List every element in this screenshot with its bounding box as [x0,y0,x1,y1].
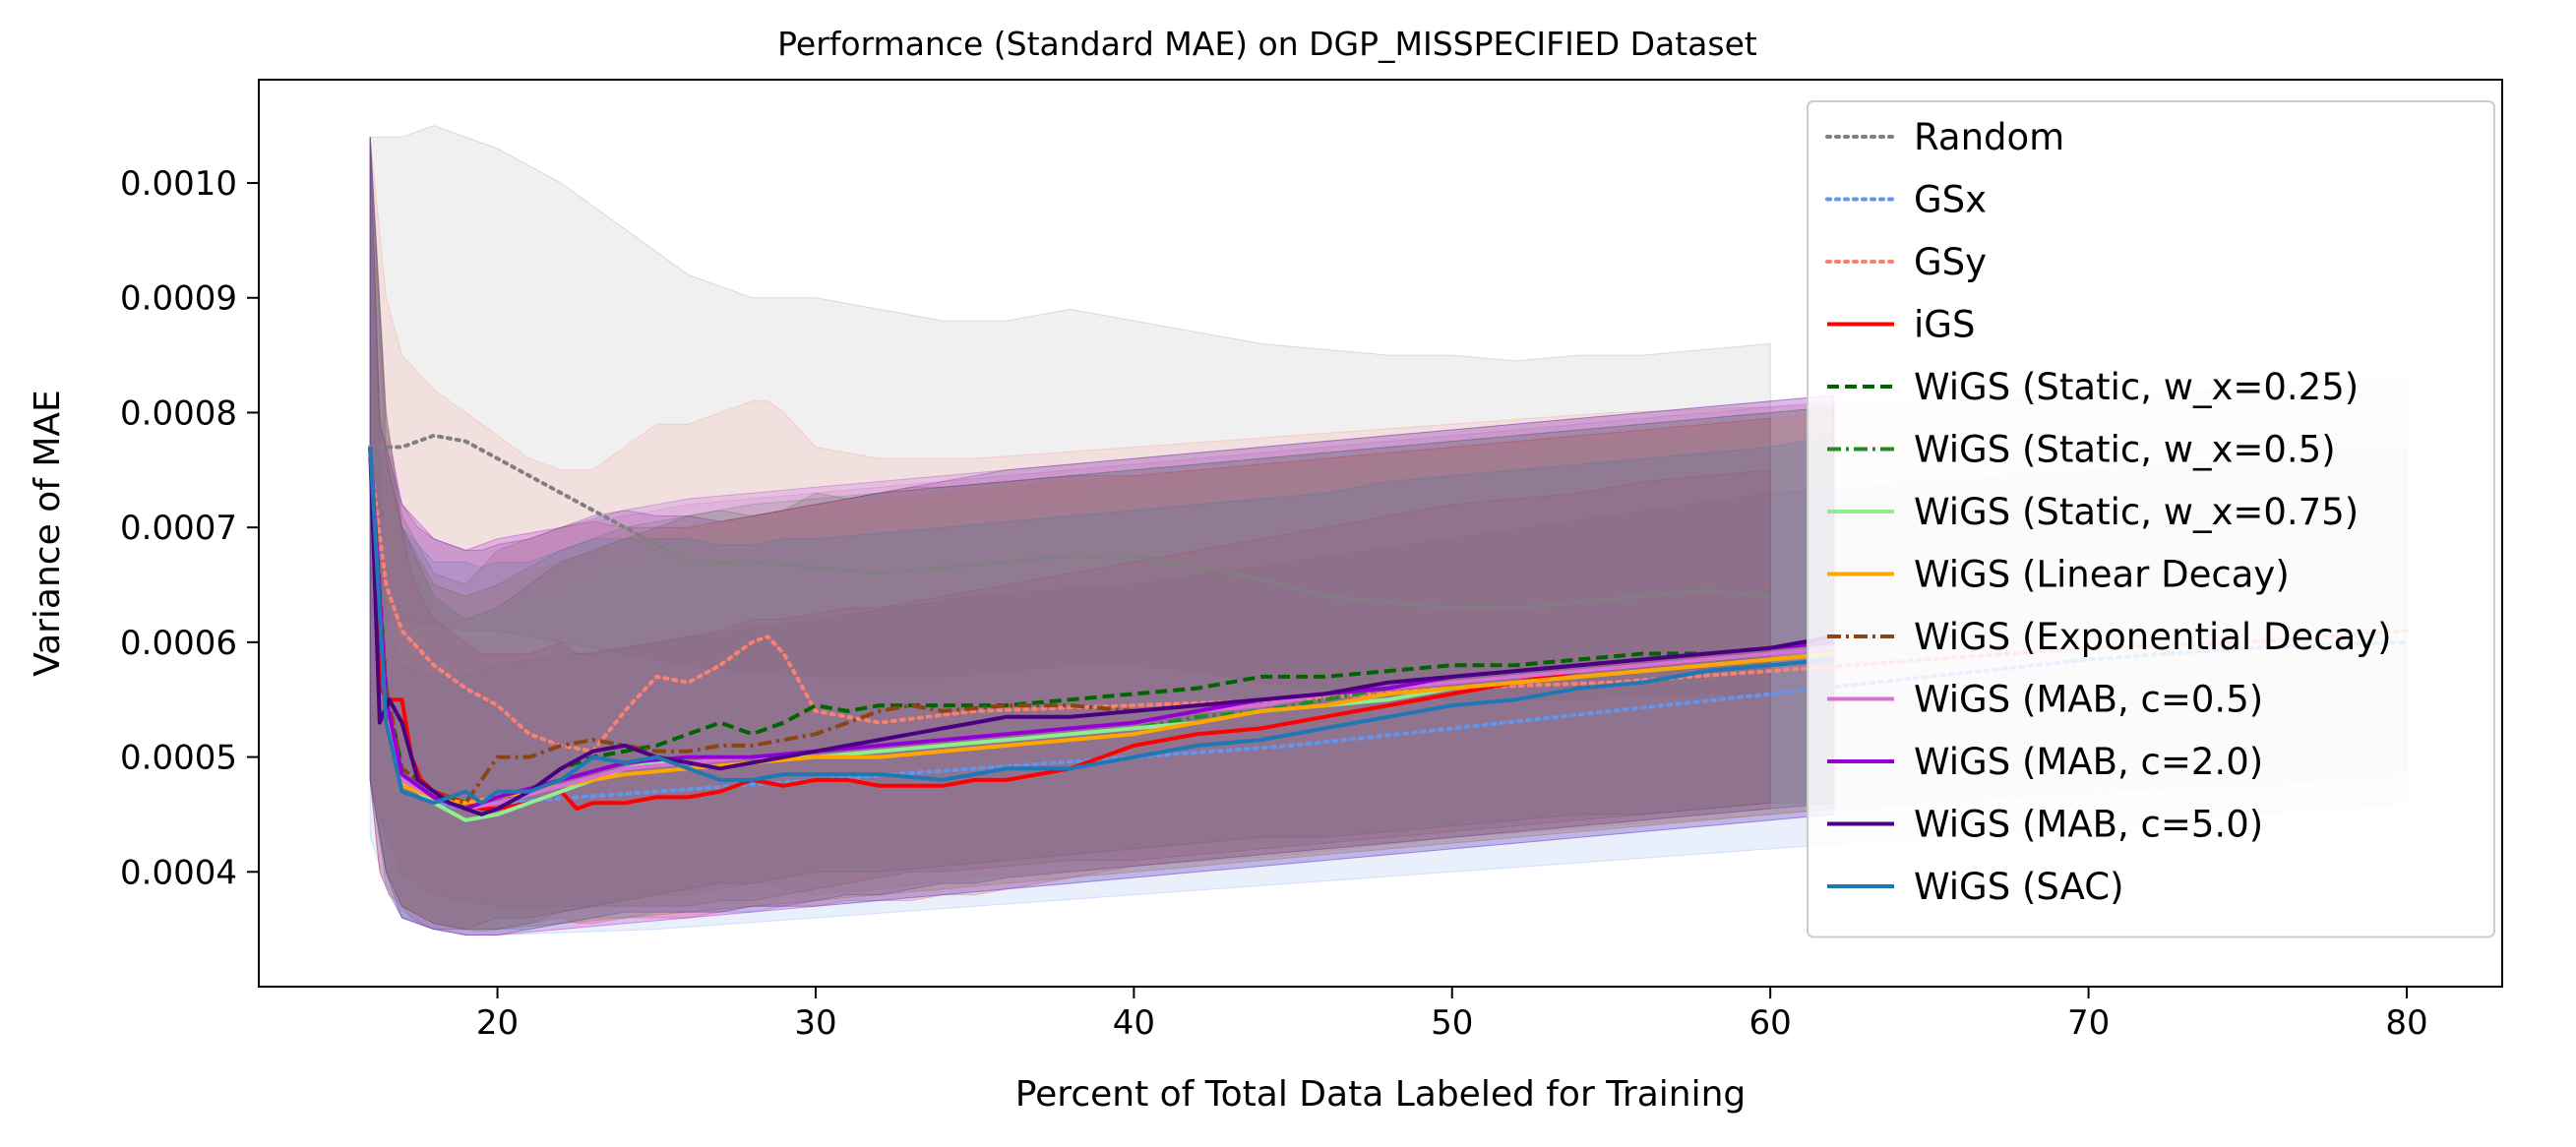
legend-label-wigs-linear-decay: WiGS (Linear Decay) [1914,554,2290,596]
x-tick-label: 50 [1431,1003,1473,1043]
legend: Random GSx GSy iGS WiGS (Static, w_x=0.25) Wi… [1807,100,2495,938]
y-tick-label: 0.0009 [120,279,237,319]
legend-label-wigs-exponential-decay: WiGS (Exponential Decay) [1914,616,2392,658]
legend-label-wigs-mab-c-2-0: WiGS (MAB, c=2.0) [1914,741,2263,783]
y-tick-label: 0.0006 [120,624,237,663]
line-wigs-mab-c-5-0 [368,447,1835,816]
x-tick-label: 30 [794,1003,836,1043]
x-tick-label: 40 [1113,1003,1155,1043]
series-lines [368,433,2409,822]
legend-label-igs: iGS [1914,304,1975,346]
x-tick-label: 70 [2067,1003,2110,1043]
y-tick-label: 0.0008 [120,393,237,433]
legend-label-gsx: GSx [1914,179,1987,221]
x-axis-ticks: 20 30 40 50 60 70 80 [476,987,2428,1043]
plot-frame [258,79,2503,988]
y-axis-label: Variance of MAE [28,390,68,677]
legend-label-random: Random [1914,116,2064,158]
y-axis-ticks: 0.0004 0.0005 0.0006 0.0007 0.0008 0.0009 0.00… [120,164,259,892]
y-tick-label: 0.0004 [120,853,237,892]
x-tick-label: 20 [476,1003,519,1043]
line-wigs-exponential-decay [368,447,1771,806]
line-random [368,433,1773,610]
line-wigs-sac [368,447,1835,806]
legend-label-wigs-static-w-x-0-75: WiGS (Static, w_x=0.75) [1914,491,2359,533]
line-gsy [368,456,2409,754]
x-tick-label: 60 [1749,1003,1792,1043]
y-tick-label: 0.0005 [120,739,237,778]
line-wigs-static-w-x-0-25 [368,447,1835,812]
x-tick-label: 80 [2385,1003,2427,1043]
legend-label-wigs-static-w-x-0-5: WiGS (Static, w_x=0.5) [1914,429,2336,471]
legend-label-wigs-mab-c-0-5: WiGS (MAB, c=0.5) [1914,679,2263,721]
chart-title: Performance (Standard MAE) on DGP_MISSPE… [777,25,1757,63]
legend-box [1807,100,2495,938]
legend-label-wigs-mab-c-5-0: WiGS (MAB, c=5.0) [1914,804,2263,846]
band-random [369,125,1771,700]
x-axis-label: Percent of Total Data Labeled for Traini… [1015,1074,1747,1115]
y-tick-label: 0.0007 [120,509,237,548]
y-tick-label: 0.0010 [120,164,237,204]
legend-label-wigs-static-w-x-0-25: WiGS (Static, w_x=0.25) [1914,366,2359,408]
legend-label-wigs-sac: WiGS (SAC) [1914,866,2124,908]
legend-label-gsy: GSy [1914,241,1987,283]
